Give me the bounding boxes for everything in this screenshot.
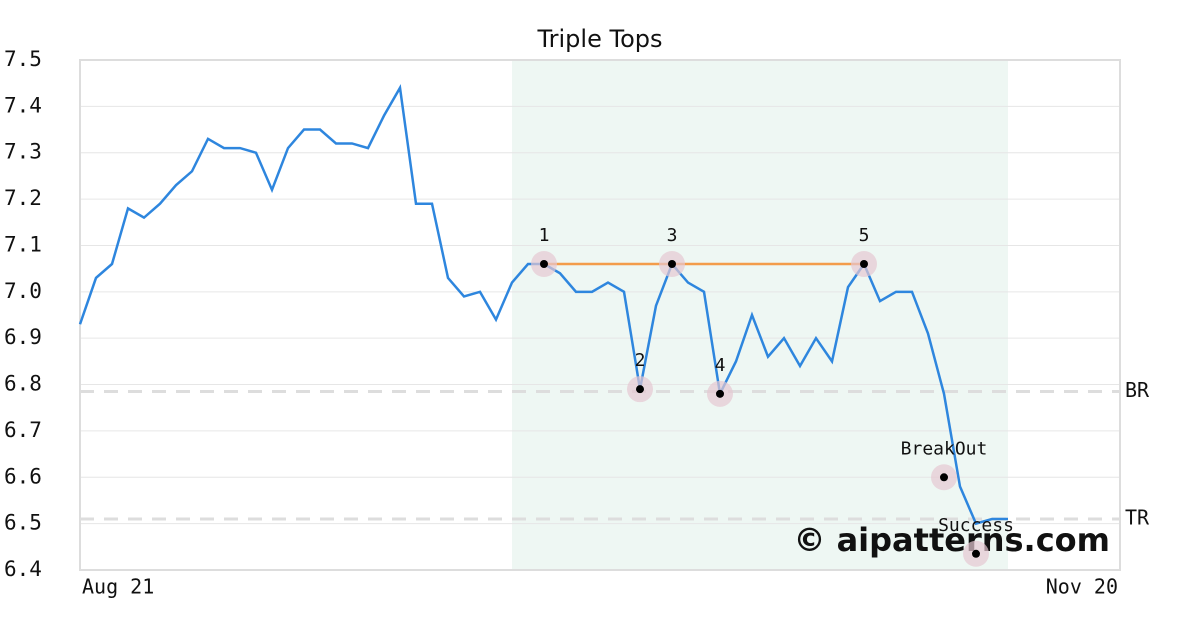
point-label: 5 [859,225,870,246]
y-tick-label: 7.1 [4,232,42,256]
y-tick-label: 6.7 [4,418,42,442]
point-label: 1 [539,225,550,246]
y-tick-label: 6.9 [4,325,42,349]
point-label: 4 [715,355,726,376]
y-tick-label: 7.2 [4,186,42,210]
watermark: © aipatterns.com [793,521,1110,559]
level-label: BR [1125,378,1150,402]
point-dot [636,385,644,394]
point-label: 3 [667,225,678,246]
point-dot [940,473,948,482]
x-tick-label: Nov 20 [1046,575,1118,599]
point-label: 2 [635,350,646,371]
point-label: BreakOut [901,438,988,459]
y-tick-label: 7.3 [4,140,42,164]
point-dot [860,260,868,268]
chart-title: Triple Tops [537,25,663,53]
point-dot [972,549,980,558]
y-tick-label: 7.4 [4,93,42,117]
plot-frame [79,59,1121,571]
point-dot [540,260,548,268]
point-label: Success [938,515,1014,536]
pattern-region [512,60,1008,570]
y-tick-label: 6.4 [4,557,42,581]
level-label: TR [1125,506,1150,530]
y-tick-label: 6.6 [4,464,42,488]
y-tick-label: 7.5 [4,47,42,71]
point-dot [716,389,724,398]
y-tick-label: 6.5 [4,511,42,535]
y-tick-label: 7.0 [4,279,42,303]
x-tick-label: Aug 21 [82,575,154,599]
point-dot [668,260,676,268]
y-tick-label: 6.8 [4,372,42,396]
